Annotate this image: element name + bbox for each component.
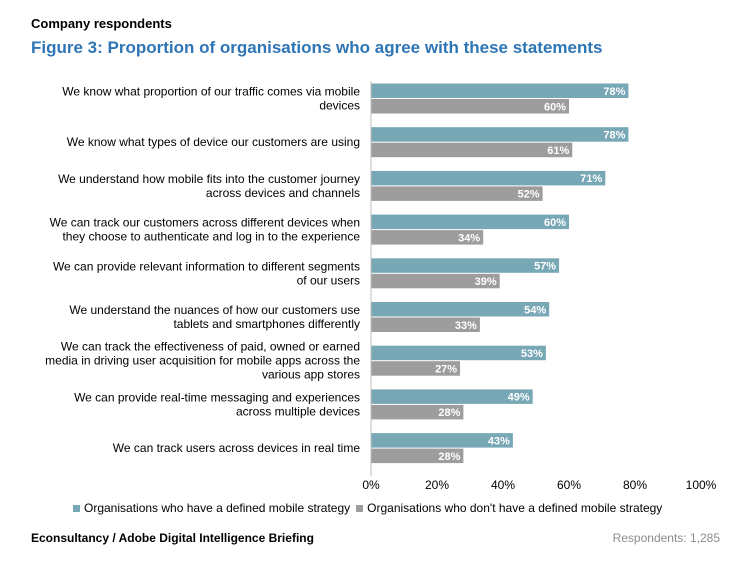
bar-value-label: 57%: [534, 261, 556, 273]
bar-without-strategy: [371, 142, 573, 158]
category-label: We know what proportion of our traffic c…: [62, 85, 360, 113]
bar-value-label: 61%: [547, 145, 569, 157]
bar-value-label: 78%: [603, 86, 625, 98]
bar-value-label: 71%: [580, 173, 602, 185]
bar-value-label: 33%: [455, 320, 477, 332]
bar-value-label: 52%: [518, 189, 540, 201]
bar-without-strategy: [371, 448, 464, 464]
bar-with-strategy: [371, 127, 629, 142]
bar-value-label: 54%: [524, 304, 546, 316]
bar-without-strategy: [371, 317, 480, 332]
bar-with-strategy: [371, 214, 569, 230]
x-tick-label: 20%: [425, 478, 449, 492]
x-tick-label: 60%: [557, 478, 581, 492]
bar-value-label: 28%: [438, 451, 460, 463]
bar-value-label: 53%: [521, 348, 543, 360]
bar-without-strategy: [371, 361, 461, 376]
bar-without-strategy: [371, 273, 500, 289]
bar-with-strategy: [371, 433, 513, 448]
chart-subtitle: Company respondents: [31, 16, 172, 31]
category-label: We can provide real-time messaging and e…: [74, 390, 360, 418]
bar-with-strategy: [371, 389, 533, 404]
chart-title: Figure 3: Proportion of organisations wh…: [31, 38, 603, 57]
legend-item-without-strategy: Organisations who don't have a defined m…: [356, 501, 662, 515]
footer-respondents: Respondents: 1,285: [612, 531, 720, 545]
legend: Organisations who have a defined mobile …: [73, 501, 668, 515]
bar-value-label: 39%: [475, 276, 497, 288]
category-label: We can track the effectiveness of paid, …: [45, 340, 360, 382]
bar-value-label: 49%: [508, 392, 530, 404]
x-tick-label: 100%: [686, 478, 717, 492]
category-label: We can provide relevant information to d…: [53, 259, 360, 287]
category-label: We can track our customers across differ…: [50, 216, 361, 244]
category-label: We know what types of device our custome…: [67, 135, 360, 149]
category-label: We can track users across devices in rea…: [113, 441, 361, 455]
category-label: We understand how mobile fits into the c…: [58, 172, 360, 200]
bar-with-strategy: [371, 258, 560, 273]
bar-without-strategy: [371, 99, 569, 114]
bar-value-label: 60%: [544, 101, 566, 113]
bar-value-label: 34%: [458, 232, 480, 244]
bar-without-strategy: [371, 404, 464, 420]
x-tick-label: 80%: [623, 478, 647, 492]
x-tick-label: 40%: [491, 478, 515, 492]
footer-source: Econsultancy / Adobe Digital Intelligenc…: [31, 531, 314, 545]
bar-value-label: 28%: [438, 407, 460, 419]
bar-without-strategy: [371, 186, 543, 201]
category-label: We understand the nuances of how our cus…: [69, 303, 360, 331]
bar-value-label: 43%: [488, 435, 510, 447]
bar-with-strategy: [371, 345, 546, 361]
x-tick-label: 0%: [362, 478, 380, 492]
bar-with-strategy: [371, 170, 606, 186]
bar-value-label: 27%: [435, 363, 457, 375]
bar-value-label: 78%: [603, 129, 625, 141]
bar-with-strategy: [371, 302, 550, 317]
legend-item-with-strategy: Organisations who have a defined mobile …: [73, 501, 350, 515]
legend-label-with-strategy: Organisations who have a defined mobile …: [84, 501, 351, 515]
legend-swatch-without-strategy: [356, 504, 364, 512]
legend-label-without-strategy: Organisations who don't have a defined m…: [367, 501, 663, 515]
legend-swatch-with-strategy: [73, 504, 80, 512]
bar-with-strategy: [371, 83, 629, 98]
bar-without-strategy: [371, 230, 484, 245]
bar-value-label: 60%: [544, 217, 566, 229]
